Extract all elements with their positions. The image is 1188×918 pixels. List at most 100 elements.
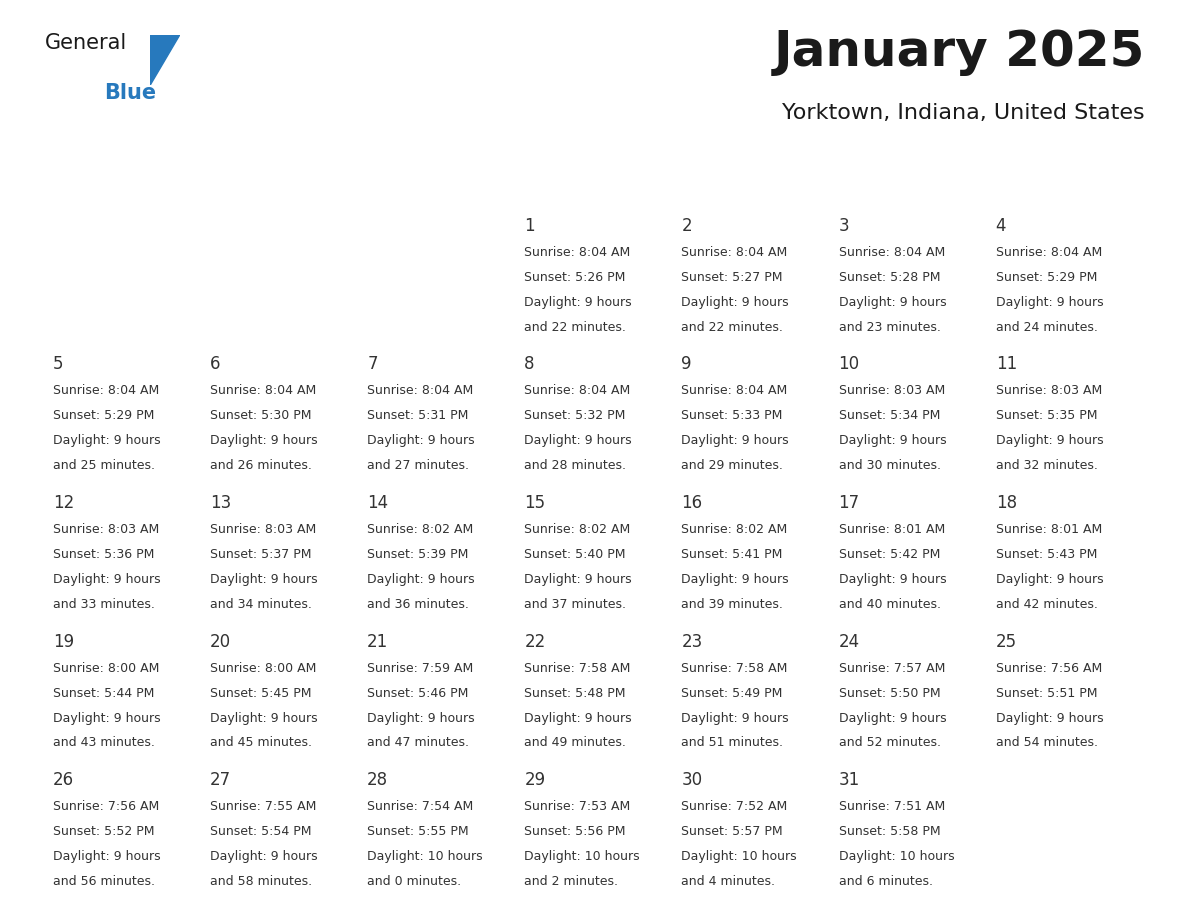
- Text: Yorktown, Indiana, United States: Yorktown, Indiana, United States: [783, 103, 1145, 123]
- Text: 5: 5: [52, 355, 63, 374]
- Text: and 56 minutes.: and 56 minutes.: [52, 875, 154, 888]
- Text: and 47 minutes.: and 47 minutes.: [367, 736, 469, 749]
- Text: and 51 minutes.: and 51 minutes.: [682, 736, 783, 749]
- Text: Sunset: 5:56 PM: Sunset: 5:56 PM: [524, 825, 626, 838]
- Text: Sunrise: 8:02 AM: Sunrise: 8:02 AM: [524, 523, 631, 536]
- Text: 1: 1: [524, 217, 535, 235]
- Text: Sunset: 5:43 PM: Sunset: 5:43 PM: [996, 548, 1097, 561]
- Text: 3: 3: [839, 217, 849, 235]
- Text: Sunset: 5:42 PM: Sunset: 5:42 PM: [839, 548, 940, 561]
- Text: Daylight: 9 hours: Daylight: 9 hours: [524, 573, 632, 586]
- Text: Sunrise: 8:00 AM: Sunrise: 8:00 AM: [52, 662, 159, 675]
- Text: 12: 12: [52, 494, 74, 512]
- Text: 9: 9: [682, 355, 691, 374]
- Text: and 45 minutes.: and 45 minutes.: [210, 736, 312, 749]
- Text: Daylight: 9 hours: Daylight: 9 hours: [210, 573, 317, 586]
- Text: and 24 minutes.: and 24 minutes.: [996, 320, 1098, 333]
- Text: Sunset: 5:50 PM: Sunset: 5:50 PM: [839, 687, 940, 700]
- Text: and 54 minutes.: and 54 minutes.: [996, 736, 1098, 749]
- Text: Sunset: 5:40 PM: Sunset: 5:40 PM: [524, 548, 626, 561]
- Polygon shape: [150, 35, 179, 85]
- Text: and 23 minutes.: and 23 minutes.: [839, 320, 941, 333]
- Text: and 58 minutes.: and 58 minutes.: [210, 875, 312, 888]
- Text: and 42 minutes.: and 42 minutes.: [996, 598, 1098, 610]
- Text: and 29 minutes.: and 29 minutes.: [682, 459, 783, 472]
- Text: Sunset: 5:31 PM: Sunset: 5:31 PM: [367, 409, 468, 422]
- Text: 17: 17: [839, 494, 860, 512]
- Text: Sunrise: 8:04 AM: Sunrise: 8:04 AM: [524, 385, 631, 397]
- Text: Sunrise: 8:01 AM: Sunrise: 8:01 AM: [839, 523, 944, 536]
- Text: Sunrise: 7:51 AM: Sunrise: 7:51 AM: [839, 800, 944, 813]
- Text: and 37 minutes.: and 37 minutes.: [524, 598, 626, 610]
- Text: 28: 28: [367, 771, 388, 789]
- Text: 21: 21: [367, 633, 388, 651]
- Text: Sunrise: 7:58 AM: Sunrise: 7:58 AM: [682, 662, 788, 675]
- Text: Daylight: 9 hours: Daylight: 9 hours: [367, 573, 475, 586]
- Text: Daylight: 9 hours: Daylight: 9 hours: [682, 573, 789, 586]
- Text: Sunrise: 8:04 AM: Sunrise: 8:04 AM: [210, 385, 316, 397]
- Text: 31: 31: [839, 771, 860, 789]
- Text: Blue: Blue: [105, 84, 157, 104]
- Text: Sunrise: 7:59 AM: Sunrise: 7:59 AM: [367, 662, 473, 675]
- Text: Daylight: 9 hours: Daylight: 9 hours: [839, 711, 946, 724]
- Text: and 2 minutes.: and 2 minutes.: [524, 875, 618, 888]
- Text: Sunset: 5:36 PM: Sunset: 5:36 PM: [52, 548, 154, 561]
- Text: 11: 11: [996, 355, 1017, 374]
- Text: and 49 minutes.: and 49 minutes.: [524, 736, 626, 749]
- Text: Sunset: 5:37 PM: Sunset: 5:37 PM: [210, 548, 311, 561]
- Text: Sunset: 5:29 PM: Sunset: 5:29 PM: [52, 409, 154, 422]
- Text: Sunset: 5:32 PM: Sunset: 5:32 PM: [524, 409, 626, 422]
- Text: 13: 13: [210, 494, 232, 512]
- Text: and 22 minutes.: and 22 minutes.: [524, 320, 626, 333]
- Text: Sunset: 5:44 PM: Sunset: 5:44 PM: [52, 687, 154, 700]
- Text: Daylight: 9 hours: Daylight: 9 hours: [367, 434, 475, 447]
- Text: Sunrise: 7:52 AM: Sunrise: 7:52 AM: [682, 800, 788, 813]
- Text: Daylight: 9 hours: Daylight: 9 hours: [210, 850, 317, 863]
- Text: Daylight: 10 hours: Daylight: 10 hours: [839, 850, 954, 863]
- Text: Sunrise: 7:56 AM: Sunrise: 7:56 AM: [52, 800, 159, 813]
- Text: 8: 8: [524, 355, 535, 374]
- Text: Sunset: 5:55 PM: Sunset: 5:55 PM: [367, 825, 469, 838]
- Text: Sunset: 5:27 PM: Sunset: 5:27 PM: [682, 271, 783, 284]
- Text: Daylight: 10 hours: Daylight: 10 hours: [524, 850, 640, 863]
- Text: Sunset: 5:48 PM: Sunset: 5:48 PM: [524, 687, 626, 700]
- Text: Tuesday: Tuesday: [403, 168, 473, 184]
- Text: Sunset: 5:34 PM: Sunset: 5:34 PM: [839, 409, 940, 422]
- Text: Sunrise: 8:04 AM: Sunrise: 8:04 AM: [682, 246, 788, 259]
- Text: and 28 minutes.: and 28 minutes.: [524, 459, 626, 472]
- Text: Sunrise: 8:00 AM: Sunrise: 8:00 AM: [210, 662, 316, 675]
- Text: Wednesday: Wednesday: [545, 168, 644, 184]
- Text: and 0 minutes.: and 0 minutes.: [367, 875, 461, 888]
- Text: General: General: [45, 33, 127, 53]
- Text: Daylight: 9 hours: Daylight: 9 hours: [524, 711, 632, 724]
- Text: Sunset: 5:28 PM: Sunset: 5:28 PM: [839, 271, 940, 284]
- Text: 30: 30: [682, 771, 702, 789]
- Text: Sunset: 5:26 PM: Sunset: 5:26 PM: [524, 271, 626, 284]
- Text: Daylight: 10 hours: Daylight: 10 hours: [682, 850, 797, 863]
- Text: Sunrise: 8:02 AM: Sunrise: 8:02 AM: [367, 523, 473, 536]
- Text: 24: 24: [839, 633, 860, 651]
- Text: 26: 26: [52, 771, 74, 789]
- Text: January 2025: January 2025: [773, 28, 1145, 76]
- Text: 22: 22: [524, 633, 545, 651]
- Text: Sunrise: 7:55 AM: Sunrise: 7:55 AM: [210, 800, 316, 813]
- Text: Daylight: 9 hours: Daylight: 9 hours: [210, 434, 317, 447]
- Text: Daylight: 9 hours: Daylight: 9 hours: [367, 711, 475, 724]
- Text: 6: 6: [210, 355, 221, 374]
- Text: Sunrise: 8:03 AM: Sunrise: 8:03 AM: [52, 523, 159, 536]
- Text: Sunrise: 8:04 AM: Sunrise: 8:04 AM: [52, 385, 159, 397]
- Text: and 30 minutes.: and 30 minutes.: [839, 459, 941, 472]
- Text: and 33 minutes.: and 33 minutes.: [52, 598, 154, 610]
- Text: Sunset: 5:51 PM: Sunset: 5:51 PM: [996, 687, 1098, 700]
- Text: Daylight: 9 hours: Daylight: 9 hours: [682, 711, 789, 724]
- Text: Sunset: 5:45 PM: Sunset: 5:45 PM: [210, 687, 311, 700]
- Text: Sunrise: 8:04 AM: Sunrise: 8:04 AM: [524, 246, 631, 259]
- Text: Sunset: 5:29 PM: Sunset: 5:29 PM: [996, 271, 1097, 284]
- Text: Daylight: 9 hours: Daylight: 9 hours: [524, 296, 632, 308]
- Text: 27: 27: [210, 771, 232, 789]
- Text: 4: 4: [996, 217, 1006, 235]
- Text: Sunrise: 7:57 AM: Sunrise: 7:57 AM: [839, 662, 944, 675]
- Text: Daylight: 9 hours: Daylight: 9 hours: [52, 850, 160, 863]
- Text: Monday: Monday: [247, 168, 314, 184]
- Text: and 52 minutes.: and 52 minutes.: [839, 736, 941, 749]
